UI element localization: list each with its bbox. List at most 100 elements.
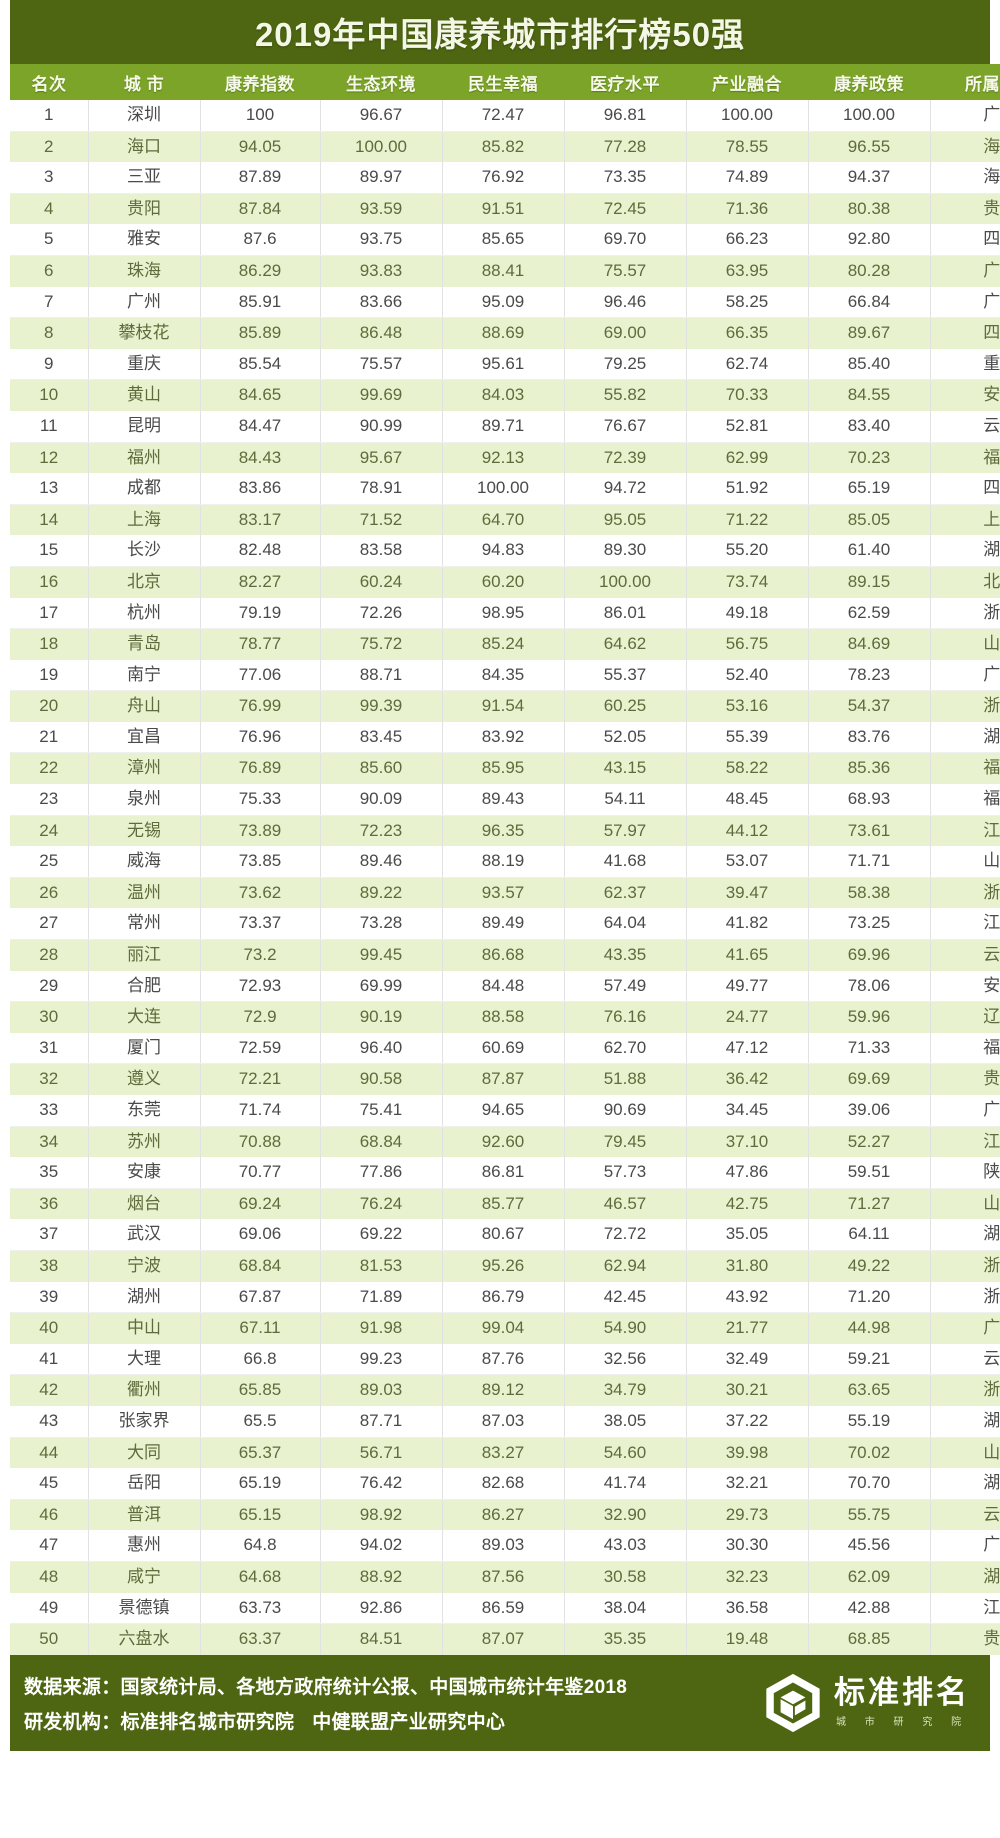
cell-eco: 77.86 bbox=[320, 1157, 443, 1189]
cell-eco: 93.75 bbox=[320, 224, 443, 256]
cell-city: 成都 bbox=[88, 473, 201, 505]
cell-city: 海口 bbox=[88, 131, 201, 163]
cell-eco: 81.53 bbox=[320, 1250, 443, 1282]
cell-city: 景德镇 bbox=[88, 1592, 201, 1625]
cell-rank: 34 bbox=[10, 1126, 89, 1158]
cell-policy: 73.25 bbox=[808, 908, 931, 941]
cell-med: 89.30 bbox=[564, 535, 687, 567]
cell-happy: 60.20 bbox=[442, 566, 565, 598]
cell-happy: 87.87 bbox=[442, 1063, 565, 1095]
cell-industry: 31.80 bbox=[686, 1250, 809, 1282]
cell-rank: 9 bbox=[10, 348, 89, 381]
cell-policy: 78.06 bbox=[808, 970, 931, 1003]
cell-eco: 83.58 bbox=[320, 535, 443, 567]
cell-industry: 52.40 bbox=[686, 659, 809, 692]
cell-industry: 39.98 bbox=[686, 1437, 809, 1469]
cell-industry: 58.22 bbox=[686, 752, 809, 785]
cell-policy: 59.21 bbox=[808, 1343, 931, 1376]
cell-industry: 36.42 bbox=[686, 1063, 809, 1095]
cell-industry: 78.55 bbox=[686, 131, 809, 163]
cell-province: 山东 bbox=[983, 634, 1000, 654]
cell-happy: 84.48 bbox=[442, 970, 565, 1003]
cell-rank: 45 bbox=[10, 1468, 89, 1500]
cell-province: 湖北 bbox=[983, 1566, 1000, 1586]
column-header-happy: 民生幸福 bbox=[468, 74, 538, 94]
cell-rank: 23 bbox=[10, 784, 89, 816]
cell-med: 43.15 bbox=[564, 752, 687, 785]
brand-name: 标准排名 bbox=[834, 1675, 970, 1711]
cell-rank: 4 bbox=[10, 193, 89, 225]
cell-index: 70.77 bbox=[200, 1157, 321, 1189]
cell-med: 57.49 bbox=[564, 970, 687, 1003]
cell-policy: 68.93 bbox=[808, 784, 931, 816]
cell-industry: 58.25 bbox=[686, 286, 809, 319]
cell-eco: 99.23 bbox=[320, 1343, 443, 1376]
cell-happy: 91.54 bbox=[442, 690, 565, 722]
cell-med: 90.69 bbox=[564, 1095, 687, 1127]
cell-rank: 22 bbox=[10, 752, 89, 785]
cell-happy: 87.03 bbox=[442, 1405, 565, 1438]
cell-rank: 25 bbox=[10, 846, 89, 878]
cell-city: 宁波 bbox=[88, 1250, 201, 1282]
cell-policy: 84.69 bbox=[808, 628, 931, 660]
cell-happy: 92.60 bbox=[442, 1126, 565, 1158]
cell-policy: 69.96 bbox=[808, 939, 931, 971]
cell-happy: 85.65 bbox=[442, 224, 565, 256]
cell-happy: 94.83 bbox=[442, 535, 565, 567]
cell-industry: 42.75 bbox=[686, 1188, 809, 1220]
cell-province: 上海 bbox=[983, 509, 1000, 529]
cell-med: 46.57 bbox=[564, 1188, 687, 1220]
cell-province: 江西 bbox=[930, 1592, 1000, 1625]
cell-city: 大连 bbox=[88, 1001, 201, 1033]
column-header-province: 所属省份 bbox=[965, 74, 1000, 94]
cell-med: 34.79 bbox=[564, 1374, 687, 1406]
cell-med: 55.82 bbox=[564, 379, 687, 411]
cell-province: 云南 bbox=[983, 1504, 1000, 1524]
cell-city: 深圳 bbox=[88, 100, 201, 132]
cell-happy: 82.68 bbox=[442, 1468, 565, 1500]
cell-province: 山东 bbox=[983, 1193, 1000, 1213]
cell-med: 96.46 bbox=[564, 286, 687, 319]
cell-rank: 19 bbox=[10, 659, 89, 692]
cell-med: 96.81 bbox=[564, 100, 687, 132]
cell-province: 北京 bbox=[983, 571, 1000, 591]
cell-industry: 32.49 bbox=[686, 1343, 809, 1376]
cell-rank: 5 bbox=[10, 224, 89, 256]
cell-city: 烟台 bbox=[88, 1188, 201, 1220]
cell-index: 70.88 bbox=[200, 1126, 321, 1158]
cell-city: 长沙 bbox=[88, 535, 201, 567]
cell-eco: 98.92 bbox=[320, 1499, 443, 1531]
cell-policy: 54.37 bbox=[808, 690, 931, 722]
cell-policy: 52.27 bbox=[808, 1126, 931, 1158]
cell-med: 43.35 bbox=[564, 939, 687, 971]
cell-happy: 91.51 bbox=[442, 193, 565, 225]
cell-province: 湖南 bbox=[930, 1468, 1000, 1500]
cell-city: 昆明 bbox=[88, 410, 201, 443]
cell-policy: 100.00 bbox=[808, 100, 931, 132]
cell-province: 江苏 bbox=[983, 820, 1000, 840]
cell-index: 85.89 bbox=[200, 317, 321, 349]
cell-province: 福建 bbox=[983, 758, 1000, 778]
cell-happy: 83.92 bbox=[442, 721, 565, 754]
cell-industry: 36.58 bbox=[686, 1592, 809, 1625]
cell-rank: 12 bbox=[10, 442, 89, 474]
cell-index: 100 bbox=[200, 100, 321, 132]
cell-industry: 35.05 bbox=[686, 1219, 809, 1251]
cell-happy: 85.82 bbox=[442, 131, 565, 163]
cell-happy: 84.35 bbox=[442, 659, 565, 692]
cell-happy: 76.92 bbox=[442, 162, 565, 194]
cell-eco: 84.51 bbox=[320, 1623, 443, 1655]
